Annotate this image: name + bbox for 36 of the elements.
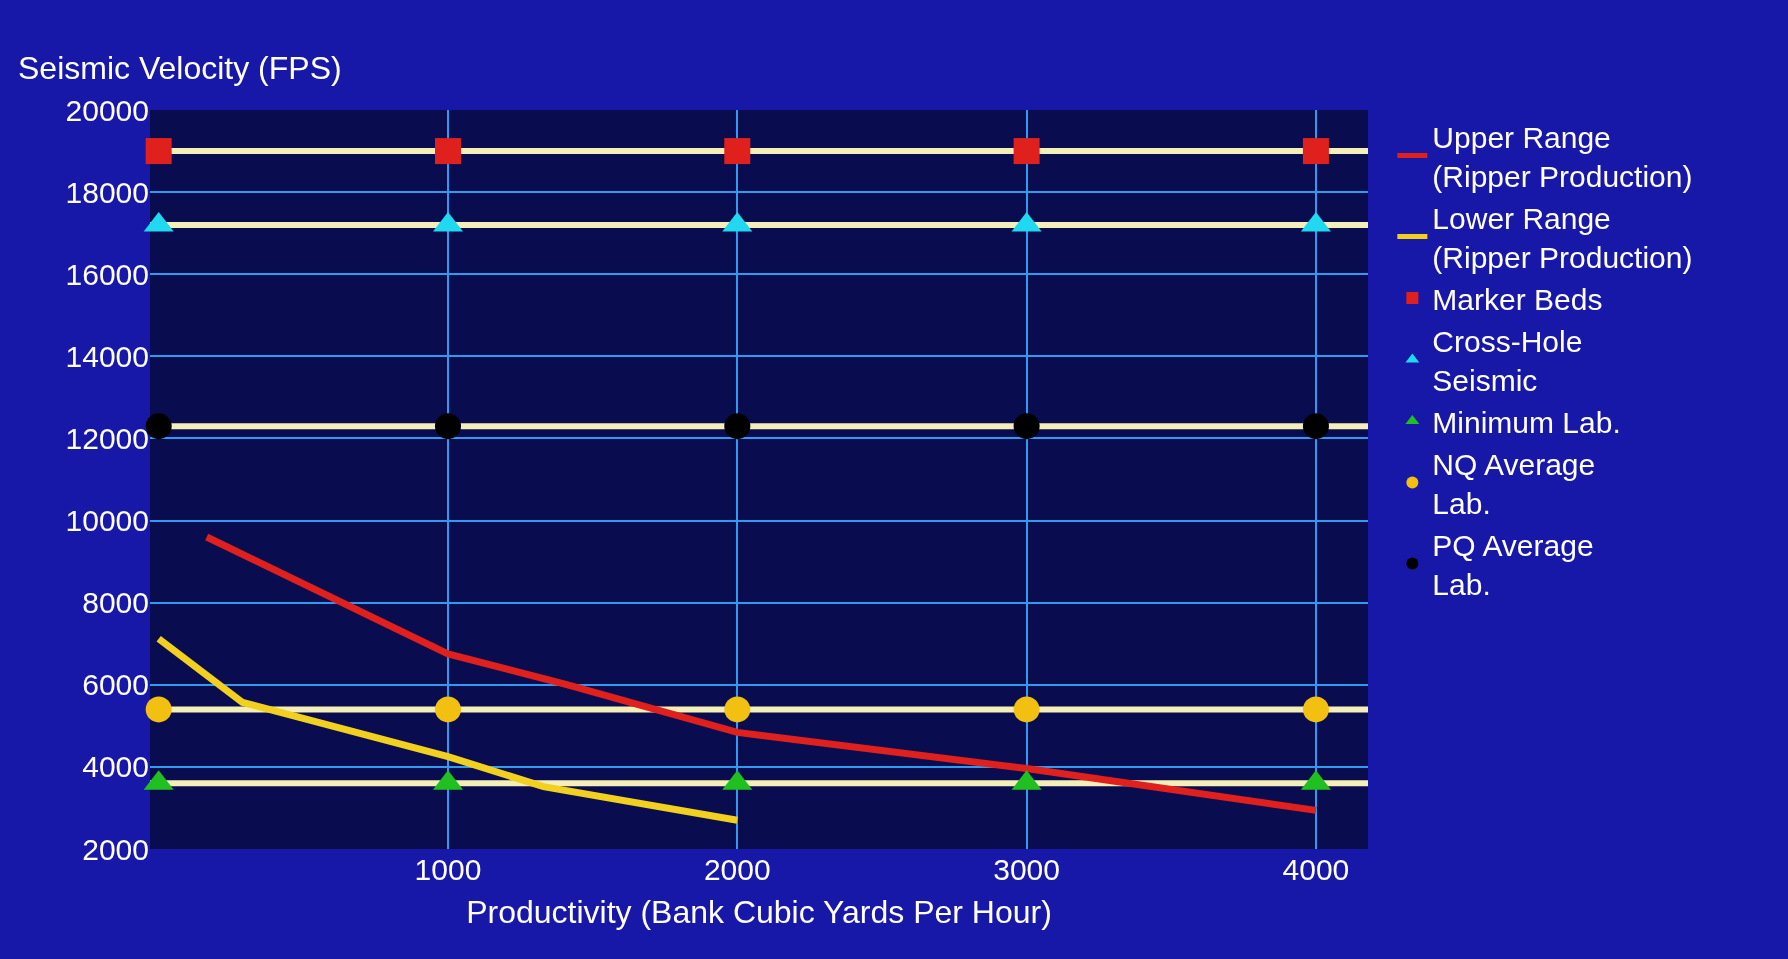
legend-label: Upper Range (Ripper Production) [1432, 120, 1693, 193]
y-tick-label: 10000 [65, 504, 149, 538]
y-tick-label: 8000 [82, 586, 149, 620]
point [724, 413, 751, 440]
y-tick-label: 12000 [65, 421, 149, 455]
x-tick-label: 3000 [993, 853, 1060, 886]
legend-label: Cross-Hole Seismic [1432, 324, 1583, 397]
point [1013, 413, 1040, 440]
x-tick-label: 4000 [1282, 853, 1350, 886]
point [1302, 138, 1329, 165]
legend-label: Lower Range (Ripper Production) [1432, 201, 1693, 274]
point [434, 138, 461, 165]
point [435, 696, 461, 723]
y-tick-label: 16000 [65, 257, 149, 291]
x-tick-label: 1000 [414, 853, 482, 886]
point [145, 138, 172, 165]
x-tick-label: 2000 [703, 853, 771, 886]
point [145, 696, 172, 723]
point [724, 138, 751, 165]
legend-label: PQ Average Lab. [1432, 528, 1594, 601]
y-tick-label: 6000 [82, 668, 149, 702]
legend-label: Minimum Lab. [1432, 405, 1621, 439]
point [1013, 696, 1040, 723]
legend-label: Marker Beds [1432, 282, 1603, 316]
y-tick-label: 18000 [65, 175, 149, 209]
x-axis-title: Productivity (Bank Cubic Yards Per Hour) [466, 893, 1052, 930]
y-tick-label: 4000 [82, 750, 149, 784]
y-axis-title: Seismic Velocity (FPS) [18, 50, 342, 86]
point [1013, 138, 1040, 165]
point [1302, 696, 1329, 723]
y-tick-label: 20000 [65, 93, 149, 127]
y-tick-label: 14000 [65, 339, 149, 373]
point [1302, 413, 1329, 440]
legend-label: NQ Average Lab. [1432, 447, 1596, 520]
point [435, 413, 461, 440]
point [724, 696, 751, 723]
